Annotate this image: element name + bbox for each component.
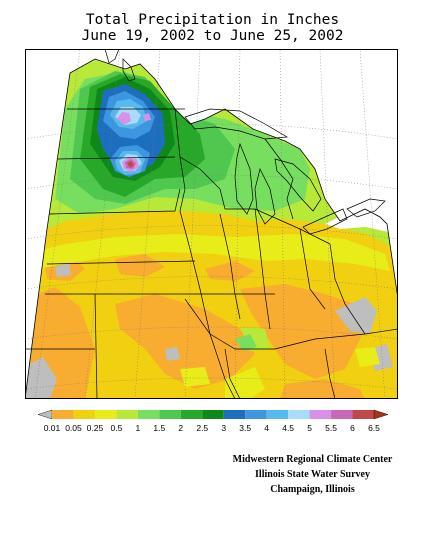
legend-swatch — [352, 410, 374, 419]
legend-swatch — [73, 410, 95, 419]
legend-arrow-low — [38, 409, 53, 420]
legend-color-bar — [38, 409, 388, 420]
legend-label: 6 — [350, 423, 355, 433]
legend-swatch — [245, 410, 267, 419]
legend-swatch — [116, 410, 138, 419]
legend-label: 0.05 — [65, 423, 82, 433]
legend-swatch — [180, 410, 203, 419]
latlon-grid — [25, 49, 398, 399]
legend-arrow-high — [373, 409, 388, 420]
map-title: Total Precipitation in Inches — [85, 12, 340, 28]
legend-swatch — [223, 410, 246, 419]
legend-labels: 0.01 0.05 0.25 0.5 1 1.5 2 2.5 3 3.5 4 4.5 5 5.5 6 6.5 — [44, 423, 380, 433]
legend-swatch — [94, 410, 117, 419]
legend-swatch — [159, 410, 181, 419]
legend-label: 4.5 — [282, 423, 294, 433]
legend-swatch — [309, 410, 332, 419]
credit-survey: Illinois State Water Survey — [255, 469, 370, 480]
legend-swatch — [137, 410, 160, 419]
legend-label: 1 — [135, 423, 140, 433]
legend-label: 6.5 — [368, 423, 380, 433]
legend-label: 0.25 — [87, 423, 104, 433]
legend-swatch — [331, 410, 353, 419]
legend-label: 2 — [178, 423, 183, 433]
map-date-range: June 19, 2002 to June 25, 2002 — [81, 28, 344, 44]
legend-label: 1.5 — [153, 423, 165, 433]
legend-swatch — [288, 410, 310, 419]
legend-label: 3 — [221, 423, 226, 433]
legend-label: 5 — [307, 423, 312, 433]
legend-label: 2.5 — [196, 423, 208, 433]
legend-label: 0.01 — [44, 423, 61, 433]
map-frame — [25, 49, 398, 399]
region-outline — [25, 58, 398, 399]
legend-label: 4 — [264, 423, 269, 433]
precipitation-map — [25, 49, 398, 399]
legend-swatch — [52, 410, 74, 419]
legend-swatch — [266, 410, 289, 419]
great-lakes-outline — [104, 49, 386, 235]
legend-label: 5.5 — [325, 423, 337, 433]
precipitation-field — [25, 59, 398, 399]
legend-label: 3.5 — [239, 423, 251, 433]
credit-center: Midwestern Regional Climate Center — [232, 454, 393, 465]
state-boundaries — [25, 108, 398, 399]
legend-label: 0.5 — [110, 423, 122, 433]
legend-swatch — [202, 410, 224, 419]
precipitation-legend: 0.01 0.05 0.25 0.5 1 1.5 2 2.5 3 3.5 4 4.5 5 5.5 6 6.5 — [38, 409, 388, 433]
credit-location: Champaign, Illinois — [270, 484, 355, 495]
